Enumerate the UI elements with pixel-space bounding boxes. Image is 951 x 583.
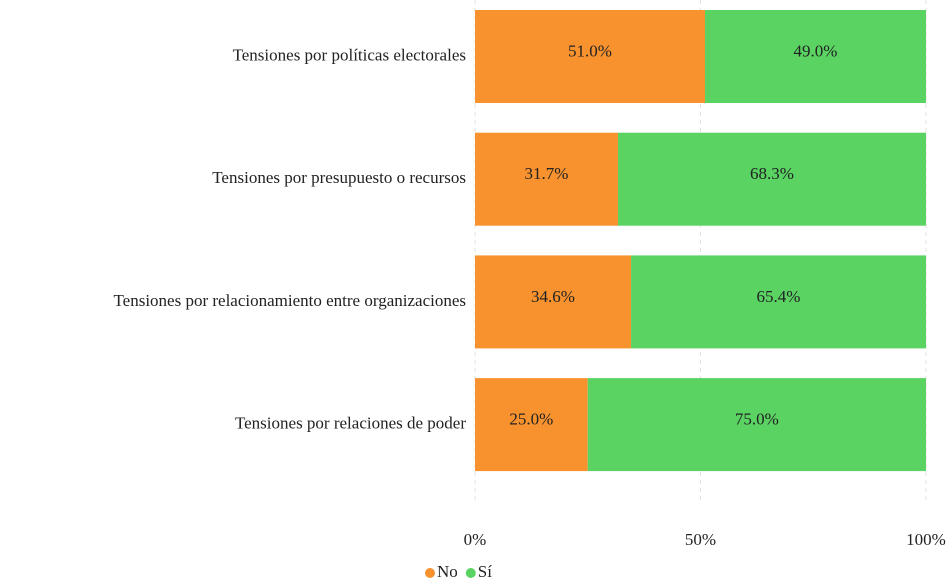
data-label: 34.6% bbox=[531, 287, 575, 306]
x-tick-label: 100% bbox=[906, 530, 946, 549]
category-label: Tensiones por relaciones de poder bbox=[235, 414, 466, 433]
category-label: Tensiones por políticas electorales bbox=[233, 45, 466, 64]
bar-segment bbox=[475, 10, 706, 103]
data-label: 31.7% bbox=[525, 164, 569, 183]
data-label: 49.0% bbox=[794, 41, 838, 60]
data-label: 51.0% bbox=[568, 41, 612, 60]
category-label: Tensiones por presupuesto o recursos bbox=[212, 168, 466, 187]
x-tick-label: 0% bbox=[464, 530, 487, 549]
bar-segment bbox=[617, 132, 926, 226]
bar-segment bbox=[705, 10, 926, 103]
bar-segment bbox=[631, 255, 926, 349]
x-tick-label: 50% bbox=[685, 530, 716, 549]
bar-segment bbox=[587, 378, 926, 472]
data-label: 68.3% bbox=[750, 164, 794, 183]
bar-segment bbox=[475, 132, 618, 226]
category-label: Tensiones por relacionamiento entre orga… bbox=[113, 291, 466, 310]
legend-label: Sí bbox=[478, 562, 492, 581]
bar-segment bbox=[475, 378, 588, 472]
legend-swatch bbox=[425, 568, 435, 578]
legend-label: No bbox=[437, 562, 458, 581]
data-label: 75.0% bbox=[735, 410, 779, 429]
data-label: 65.4% bbox=[757, 287, 801, 306]
data-label: 25.0% bbox=[509, 410, 553, 429]
legend-swatch bbox=[465, 568, 476, 578]
bar-segment bbox=[475, 255, 632, 349]
